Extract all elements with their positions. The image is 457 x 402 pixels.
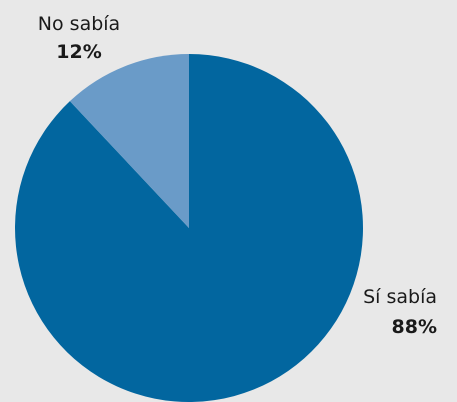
slice-label-si-sabia: Sí sabía [363, 286, 437, 308]
slice-label-no-sabia: No sabía [38, 13, 120, 35]
pie-slices [15, 54, 364, 402]
pie-slice-si-sabia [15, 54, 364, 402]
pie-slice-no-sabia [69, 54, 189, 228]
slice-value-si-sabia: 88% [392, 316, 437, 338]
slice-value-no-sabia: 12% [56, 41, 101, 63]
